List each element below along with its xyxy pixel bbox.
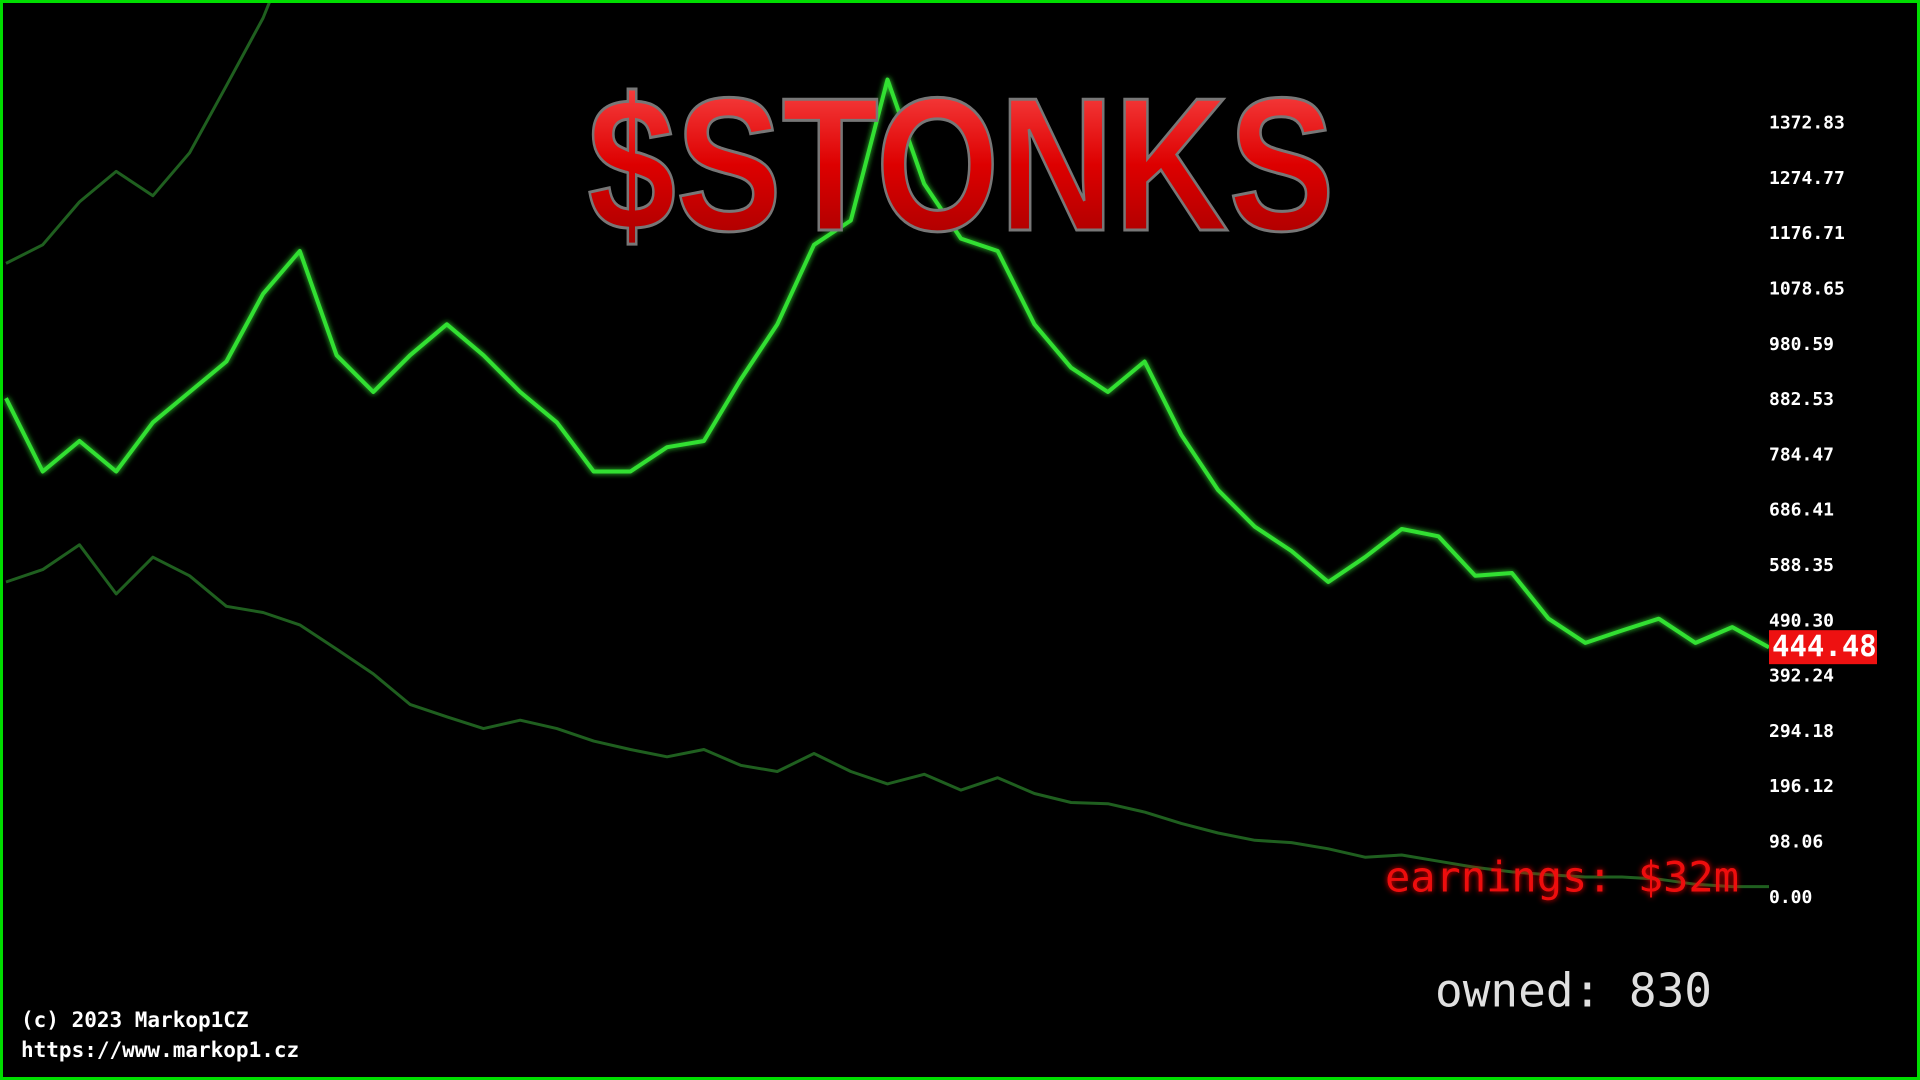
y-tick-label: 1078.65	[1769, 279, 1845, 300]
y-tick-label: 588.35	[1769, 555, 1834, 576]
y-tick-label: 98.06	[1769, 832, 1823, 853]
plot	[4, 3, 1770, 889]
current-price-box	[1769, 630, 1877, 665]
current-price-label: 444.48	[1772, 629, 1877, 663]
price-line	[5, 543, 1769, 889]
y-tick-label: 1372.83	[1769, 113, 1845, 134]
y-tick-label: 882.53	[1769, 389, 1834, 410]
owned: owned: 830	[1435, 964, 1712, 1018]
y-tick-label: 686.41	[1769, 500, 1834, 521]
y-tick-label: 1176.71	[1769, 223, 1845, 244]
y-tick-label: 980.59	[1769, 334, 1834, 355]
website: https://www.markop1.cz	[21, 1038, 299, 1062]
copyright: (c) 2023 Markop1CZ	[21, 1008, 249, 1032]
y-tick-label: 196.12	[1769, 776, 1834, 797]
y-tick-label: 490.30	[1769, 610, 1834, 631]
y-tick-label: 0.00	[1769, 887, 1812, 908]
y-tick-label: 784.47	[1769, 444, 1834, 465]
earnings: earnings: $32m	[1385, 853, 1739, 902]
price-line	[5, 3, 271, 265]
price-line	[4, 77, 1770, 650]
y-tick-label: 392.24	[1769, 666, 1834, 687]
y-tick-label: 294.18	[1769, 721, 1834, 742]
game-title: $STONKS	[588, 59, 1335, 271]
y-tick-label: 1274.77	[1769, 168, 1845, 189]
